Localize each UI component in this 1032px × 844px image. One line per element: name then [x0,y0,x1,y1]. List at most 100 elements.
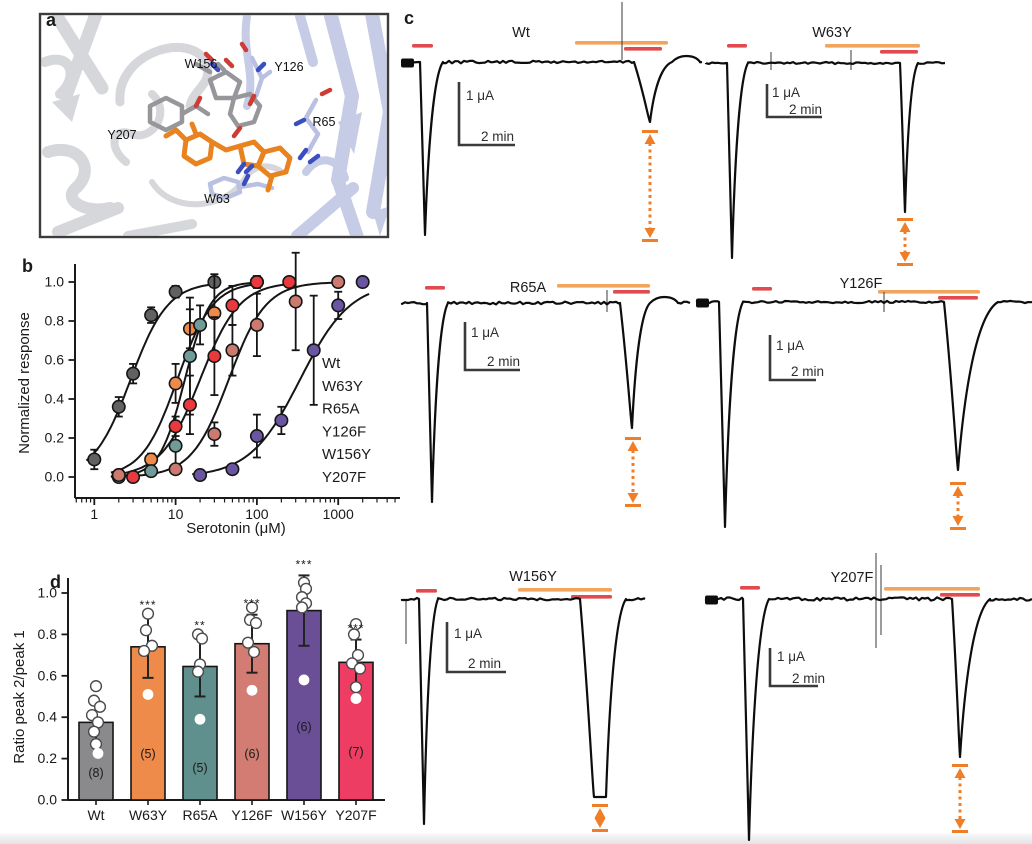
series-Wt [87,274,222,471]
legend-entry-Y126F: Y126F [322,423,366,440]
bar-group-Wt: (8) Wt [78,680,114,823]
scatter-point-Y207F [350,693,362,704]
data-point-W156Y [306,343,321,358]
bar-group-R65A: ** (5) R65A [182,618,218,823]
trace-title-Y207F: Y207F [831,570,874,586]
scale-bar [765,84,822,119]
trace-panel-Y126F: Y126F 1 μA 2 min [695,276,1032,530]
b-xtick: 1000 [323,506,354,522]
residue-label-Y126: Y126 [274,60,303,74]
panel-label-b: b [22,256,33,276]
trace-start-blob [401,58,414,68]
legend-entry-W156Y: W156Y [322,446,371,463]
b-xtick: 100 [245,506,269,522]
d-xtick-W156Y: W156Y [281,807,328,823]
data-point-Wt [87,452,102,467]
modulator-bar [884,587,980,591]
n-label-Y126F: (6) [244,747,259,761]
b-ytick: 0.4 [45,391,65,407]
scale-label-amplitude: 1 μA [454,626,482,641]
b-ytick: 0.2 [45,430,65,446]
scale-label-time: 2 min [789,102,822,117]
scale-bar [768,335,816,382]
significance-W156Y: *** [295,557,312,571]
serotonin-bar-2 [624,47,662,51]
scatter-point-W156Y [295,601,309,614]
data-point-Wt [144,308,159,323]
d-xtick-R65A: R65A [182,807,218,823]
serotonin-bar [416,589,437,593]
scatter-point-R65A [194,713,206,725]
legend-entry-Y207F: Y207F [322,469,366,486]
current-trace-W156Y [400,596,646,826]
scale-label-time: 2 min [487,354,520,369]
trace-panel-R65A: R65A 1 μA 2 min [400,280,691,507]
scale-label-amplitude: 1 μA [772,85,800,100]
scatter-point-W63Y [142,689,154,700]
b-xtick: 1 [90,506,98,522]
serotonin-bar [727,44,747,48]
d-ytick: 0.6 [38,667,58,683]
n-label-Wt: (8) [88,766,103,780]
data-point-R65A [144,464,159,479]
data-point-Y126F [288,294,303,309]
data-point-R65A [182,349,197,364]
scatter-point-Y126F [241,636,255,649]
y-axis-title-ratio: Ratio peak 2/peak 1 [11,630,28,763]
data-point-W156Y [331,298,346,313]
scale-label-amplitude: 1 μA [471,325,499,340]
data-point-R65A [193,317,208,332]
dose-response-chart: 0.0 0.2 0.4 0.6 0.8 1.0 1 10 100 1000 Wt W63Y R65A Y1… [45,251,400,522]
scatter-point-Y207F [351,648,365,662]
protein-structure-panel: W156 Y126 Y207 R65 W63 [38,12,390,239]
serotonin-bar-2 [613,290,650,294]
modulator-bar [518,588,612,592]
current-trace-Y207F [704,596,1032,842]
trace-title-Wt: Wt [512,25,530,41]
bar-group-Y126F: *** (6) Y126F [231,597,272,823]
trace-panel-Wt: Wt 1 μA 2 min [400,2,703,242]
data-point-Y207F [168,419,183,434]
scatter-point-Y126F [245,601,259,614]
scatter-point-Y126F [246,684,258,696]
data-point-W156Y [274,413,289,428]
significance-Y207F: *** [347,622,364,636]
b-ytick: 0.6 [45,352,65,368]
scale-label-amplitude: 1 μA [466,88,494,103]
data-point-Y126F [168,462,183,477]
trace-title-R65A: R65A [510,280,547,296]
residue-label-Y207: Y207 [107,128,136,142]
data-point-W156Y [225,462,240,477]
scatter-point-Y126F [249,616,263,630]
fit-curve-Wt [85,282,221,462]
trace-title-W63Y: W63Y [812,25,852,41]
scale-bar [445,622,506,674]
data-point-Wt [168,284,183,299]
scale-bar [463,322,520,372]
d-ytick: 1.0 [38,585,58,601]
data-point-Y207F [182,397,197,412]
data-point-Y207F [207,349,222,364]
panel-label-a: a [46,10,57,30]
bottom-edge-band [0,833,1032,844]
scatter-point-R65A [195,632,209,645]
series-Y126F [111,251,346,483]
bar-group-W63Y: *** (5) W63Y [129,598,168,823]
scale-label-time: 2 min [468,656,501,671]
d-xtick-Y207F: Y207F [335,807,376,823]
n-label-W63Y: (5) [140,747,155,761]
amplitude-arrow [642,130,658,242]
b-ytick: 1.0 [45,274,65,290]
significance-W63Y: *** [139,598,156,612]
data-point-Y207F [126,469,141,484]
y-axis-title-normalized-response: Normalized response [16,312,33,454]
modulator-bar [825,44,920,48]
data-point-W63Y [168,376,183,391]
residue-label-R65: R65 [313,115,336,129]
trace-panel-W63Y: W63Y 1 μA 2 min [704,25,946,266]
x-axis-title-serotonin: Serotonin (μM) [186,520,286,537]
data-point-W156Y [249,429,264,444]
ratio-bar-chart: 0.0 0.2 0.4 0.6 0.8 1.0 (8) Wt *** (5) W63Y ** (5) R6… [38,557,385,823]
series-W156Y [193,274,370,483]
